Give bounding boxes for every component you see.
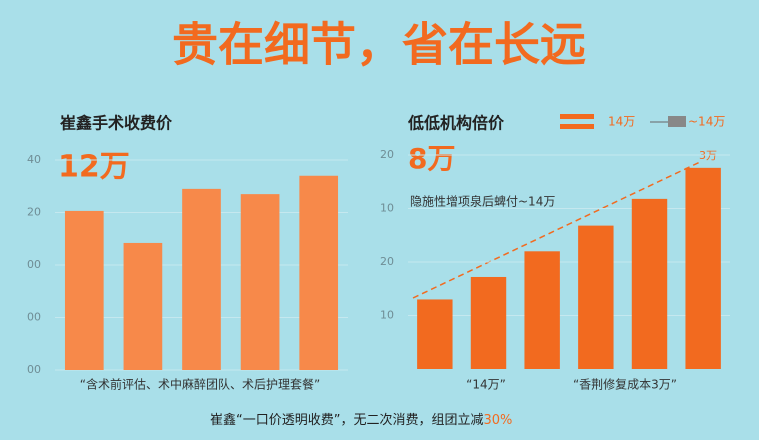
big-number: 12万 xyxy=(58,150,130,185)
y-tick-label: 10 xyxy=(380,309,394,322)
bar xyxy=(123,242,163,370)
bar xyxy=(240,194,280,370)
caption: “含术前评估、术中麻醉团队、术后护理套餐” xyxy=(80,377,320,392)
chart-title: 低低机构倍价 xyxy=(407,114,505,133)
subtitle: 隐施性增项泉后蜱付~14万 xyxy=(410,194,555,209)
bar xyxy=(578,225,614,369)
bar xyxy=(299,175,339,370)
bar xyxy=(64,210,104,370)
y-tick-label: 20 xyxy=(380,255,394,268)
legend-icon xyxy=(668,116,686,127)
y-tick-label: 20 xyxy=(27,206,41,219)
footer-highlight: 30% xyxy=(483,413,512,428)
chart-title: 崔鑫手术收费价 xyxy=(60,114,173,133)
bar xyxy=(524,251,560,369)
bar xyxy=(182,188,221,370)
big-number: 8万 xyxy=(408,142,455,175)
y-tick-label: 10 xyxy=(380,202,394,215)
footer: 崔鑫“一口价透明收费”，无二次消费，组团立减30% xyxy=(210,412,512,428)
page-title: 贵在细节，省在长远 xyxy=(172,18,586,72)
bar xyxy=(417,299,453,369)
x-label: “14万” xyxy=(466,378,506,392)
y-tick-label: 00 xyxy=(27,363,41,376)
legend-icon xyxy=(560,124,594,129)
footer-text: 崔鑫“一口价透明收费”，无二次消费，组团立减 xyxy=(210,412,483,428)
legend-icon xyxy=(560,114,594,119)
x-label: “香荆修复成本3万” xyxy=(573,377,677,392)
y-tick-label: 20 xyxy=(380,148,394,161)
y-tick-label: 00 xyxy=(27,311,41,324)
y-tick-label: 40 xyxy=(27,153,41,166)
legend-label: ~14万 xyxy=(688,115,725,129)
bar xyxy=(631,198,668,369)
bar xyxy=(470,276,507,369)
trend-line xyxy=(412,161,701,299)
bar xyxy=(685,167,721,369)
legend-label: 14万 xyxy=(608,115,635,129)
y-tick-label: 00 xyxy=(27,258,41,271)
